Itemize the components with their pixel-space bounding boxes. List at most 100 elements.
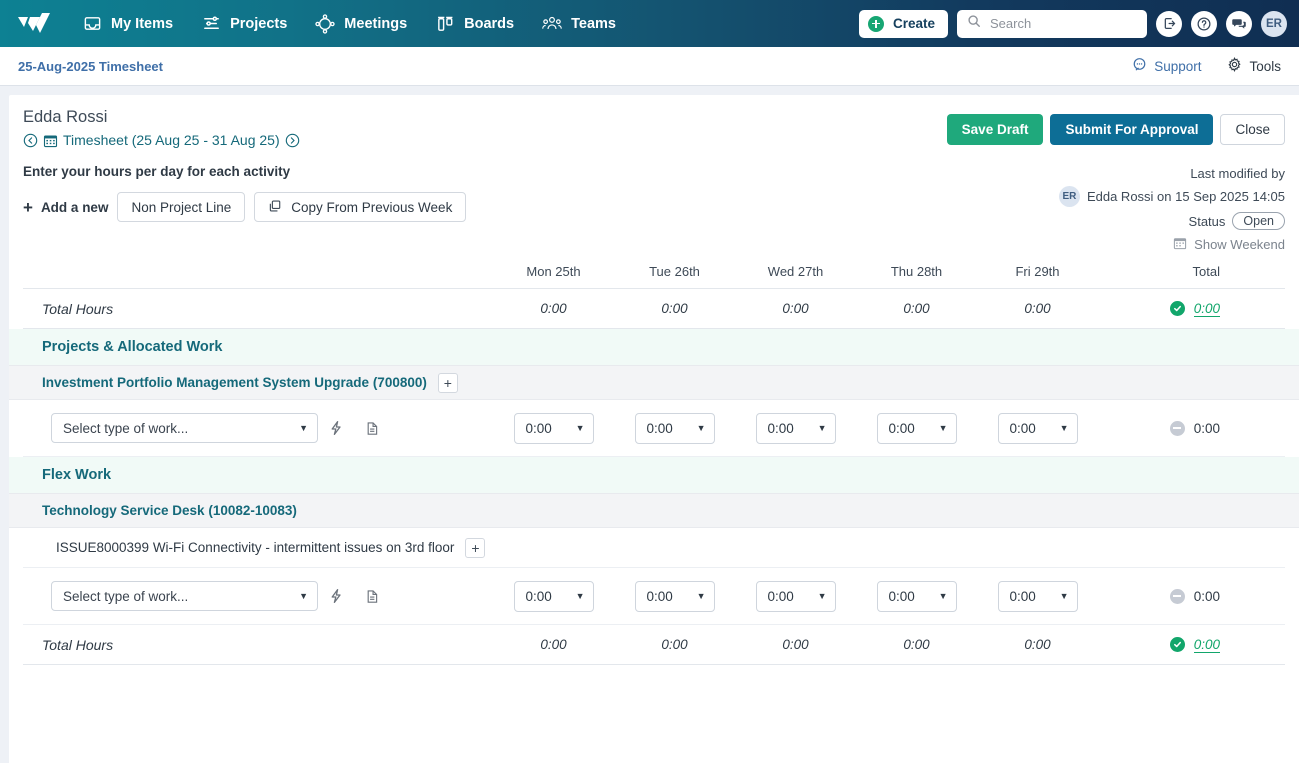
total-mon: 0:00 [540,301,567,316]
time-input-thu[interactable]: 0:00 ▼ [876,412,957,444]
chevron-down-icon: ▼ [299,423,308,433]
time-input-wed[interactable]: 0:00 ▼ [755,580,836,612]
non-project-line-button[interactable]: Non Project Line [117,192,246,222]
timesheet-period-label[interactable]: Timesheet (25 Aug 25 - 31 Aug 25) [63,132,280,148]
time-input-tue[interactable]: 0:00 ▼ [634,580,715,612]
column-header-fri: Fri 29th [1015,264,1060,279]
last-modified-block: Last modified by ER Edda Rossi on 15 Sep… [1058,164,1285,253]
select-type-of-work-dropdown[interactable]: Select type of work... ▼ [51,413,318,443]
chevron-down-icon: ▼ [817,591,827,601]
time-value: 0:00 [1009,420,1036,436]
breadcrumb[interactable]: 25-Aug-2025 Timesheet [18,58,163,74]
time-value: 0:00 [525,420,552,436]
time-input-tue[interactable]: 0:00 ▼ [634,412,715,444]
group-header-technology-service-desk: Technology Service Desk (10082-10083) [9,493,1299,528]
add-line-button[interactable]: + [465,537,486,558]
add-line-button[interactable]: + [437,372,458,393]
plus-icon: + [23,197,33,217]
timesheet-header: Edda Rossi Timesheet (25 Au [23,95,1285,148]
logout-button[interactable] [1156,10,1182,37]
lightning-icon[interactable] [318,420,354,436]
support-link[interactable]: Support [1132,57,1201,75]
save-draft-button[interactable]: Save Draft [946,114,1044,145]
time-value: 0:00 [646,588,673,604]
status-row: Status Open [1059,212,1285,230]
section-header-flex-work: Flex Work [9,457,1299,493]
chevron-down-icon: ▼ [1059,423,1069,433]
chevron-down-icon: ▼ [299,591,308,601]
time-input-fri[interactable]: 0:00 ▼ [997,412,1078,444]
issue-header-row: ISSUE8000399 Wi-Fi Connectivity - interm… [23,528,1285,568]
time-value: 0:00 [767,588,794,604]
search-box[interactable] [957,9,1147,38]
note-icon[interactable] [354,421,390,436]
total-fri: 0:00 [1024,637,1051,652]
total-thu: 0:00 [903,637,930,652]
grand-total-bottom[interactable]: 0:00 [1193,636,1220,653]
nav-item-projects[interactable]: Projects [201,14,287,34]
grid-header-row: Mon 25th Tue 26th Wed 27th Thu 28th Fri … [23,264,1285,289]
nav-right-cluster: Create [858,9,1287,38]
nav-item-meetings[interactable]: Meetings [315,13,407,34]
boards-icon [435,14,455,34]
lightning-icon[interactable] [318,588,354,604]
chat-button[interactable] [1226,10,1252,37]
total-tue: 0:00 [661,301,688,316]
previous-week-icon[interactable] [23,133,38,148]
breadcrumb-actions: Support Tools [1132,57,1281,75]
time-value: 0:00 [646,420,673,436]
time-input-fri[interactable]: 0:00 ▼ [997,580,1078,612]
chevron-down-icon: ▼ [696,591,706,601]
chevron-down-icon: ▼ [938,591,948,601]
timesheet-period-nav: Timesheet (25 Aug 25 - 31 Aug 25) [23,132,947,148]
group-header-investment-portfolio: Investment Portfolio Management System U… [9,365,1299,400]
timesheet-subheader-left: Enter your hours per day for each activi… [23,164,1059,222]
nav-item-label: My Items [111,15,174,32]
close-button[interactable]: Close [1220,114,1285,145]
chevron-down-icon: ▼ [575,591,585,601]
page-body: Edda Rossi Timesheet (25 Au [0,86,1299,763]
select-type-of-work-dropdown[interactable]: Select type of work... ▼ [51,581,318,611]
timesheet-header-left: Edda Rossi Timesheet (25 Au [23,108,947,148]
copy-from-previous-week-button[interactable]: Copy From Previous Week [254,192,467,222]
timesheet-subheader: Enter your hours per day for each activi… [23,164,1285,253]
add-a-new-label: + Add a new [23,199,108,216]
note-icon[interactable] [354,589,390,604]
top-navigation-bar: My Items Projects Meetings [0,0,1299,47]
grand-total-top[interactable]: 0:00 [1193,300,1220,317]
support-chat-icon [1132,57,1147,75]
instruction-text: Enter your hours per day for each activi… [23,164,291,179]
breadcrumb-bar: 25-Aug-2025 Timesheet Support [0,47,1299,86]
check-circle-icon [1169,637,1185,652]
help-button[interactable] [1191,10,1217,37]
workfront-logo[interactable] [14,9,60,39]
time-input-thu[interactable]: 0:00 ▼ [876,580,957,612]
tools-label: Tools [1249,58,1281,74]
total-thu: 0:00 [903,301,930,316]
plus-circle-icon [867,15,884,32]
group-title: Investment Portfolio Management System U… [42,375,427,390]
time-value: 0:00 [888,588,915,604]
tools-link[interactable]: Tools [1227,57,1281,75]
total-tue: 0:00 [661,637,688,652]
search-input[interactable] [990,16,1137,31]
gear-icon [1227,57,1242,75]
create-button[interactable]: Create [858,9,948,38]
create-button-label: Create [892,16,935,31]
next-week-icon[interactable] [285,133,300,148]
entry-row-name-cell: Select type of work... ▼ [23,413,493,443]
non-project-line-label: Non Project Line [131,199,232,215]
nav-item-my-items[interactable]: My Items [82,14,173,34]
time-input-wed[interactable]: 0:00 ▼ [755,412,836,444]
user-avatar[interactable]: ER [1261,10,1287,37]
select-type-of-work-value: Select type of work... [63,588,189,604]
nav-item-boards[interactable]: Boards [435,14,514,34]
select-type-of-work-value: Select type of work... [63,420,189,436]
avatar: ER [1058,186,1080,207]
submit-for-approval-button[interactable]: Submit For Approval [1050,114,1214,145]
nav-item-teams[interactable]: Teams [542,14,616,34]
teams-icon [542,14,562,34]
time-input-mon[interactable]: 0:00 ▼ [513,580,594,612]
show-weekend-toggle[interactable]: Show Weekend [1059,236,1285,253]
time-input-mon[interactable]: 0:00 ▼ [513,412,594,444]
